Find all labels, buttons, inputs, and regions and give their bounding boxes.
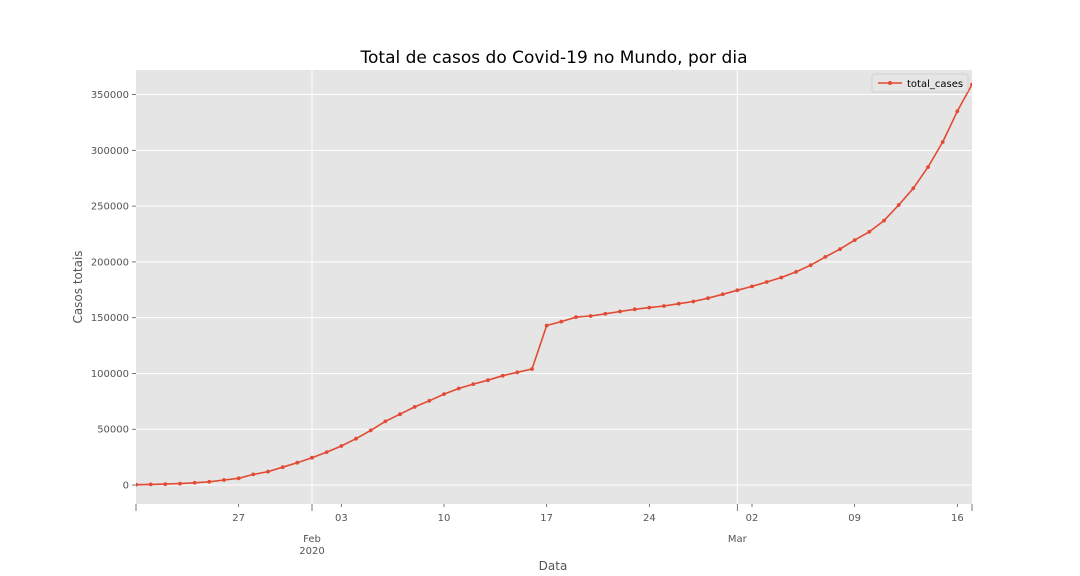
data-point: [266, 469, 270, 474]
data-point: [383, 419, 388, 424]
data-point: [442, 392, 446, 396]
legend: total_cases: [871, 73, 969, 93]
data-point: [662, 304, 666, 308]
data-point: [544, 323, 549, 328]
data-point: [324, 450, 329, 454]
data-point: [148, 482, 153, 487]
y-tick-label: 150000: [91, 313, 129, 324]
data-point: [222, 478, 226, 482]
data-point: [251, 472, 256, 477]
x-tick-label: 10: [438, 513, 451, 524]
x-tick-label: 09: [848, 513, 861, 524]
data-point: [207, 479, 212, 484]
x-tick-label: 03: [335, 513, 348, 524]
data-point: [456, 386, 461, 391]
data-point: [676, 301, 681, 306]
y-tick-label: 250000: [91, 202, 129, 213]
data-point: [720, 292, 725, 297]
data-point: [339, 444, 344, 448]
legend-entry: total_cases: [907, 79, 963, 90]
x-tick-label: 27: [232, 513, 245, 524]
data-point: [354, 436, 358, 441]
data-point: [236, 476, 241, 481]
plot-background: [136, 70, 972, 504]
data-point: [706, 296, 710, 301]
legend-box: [871, 73, 969, 93]
data-point: [970, 82, 972, 87]
data-point: [750, 284, 754, 289]
x-tick-label: 16: [951, 513, 964, 524]
x-major-tick-sublabel: 2020: [299, 546, 324, 557]
data-point: [823, 255, 828, 259]
data-point: [940, 140, 945, 144]
y-axis-label: Casos totais: [71, 250, 85, 323]
data-point: [764, 280, 769, 284]
data-point: [163, 482, 168, 486]
data-point: [632, 307, 637, 312]
data-point: [603, 311, 608, 316]
y-tick-label: 350000: [91, 90, 129, 101]
y-axis: 0 50000 100000 150000 200000 250000 300000 3500…: [91, 90, 136, 492]
plot-area: [136, 82, 972, 487]
data-point: [852, 238, 857, 243]
data-point: [280, 465, 285, 470]
data-point: [779, 275, 784, 280]
data-point: [882, 218, 886, 223]
series-line: [136, 84, 972, 486]
data-point: [618, 309, 622, 314]
data-point: [735, 288, 740, 293]
y-tick-label: 200000: [91, 257, 129, 268]
grid: [136, 70, 972, 504]
y-tick-label: 300000: [91, 146, 129, 157]
series-total-cases: [136, 82, 972, 487]
data-point: [412, 405, 417, 409]
data-point: [808, 263, 813, 268]
data-point: [530, 367, 534, 371]
x-major-tick-label: Mar: [728, 534, 748, 545]
data-point: [178, 481, 182, 486]
data-point: [911, 186, 916, 191]
data-point: [398, 412, 402, 417]
data-point: [867, 229, 872, 234]
data-point: [427, 398, 432, 403]
data-point: [896, 203, 901, 207]
data-point: [368, 428, 373, 433]
data-point: [691, 299, 696, 304]
data-point: [310, 455, 314, 460]
data-point: [559, 319, 564, 324]
data-point: [588, 314, 593, 318]
y-tick-label: 50000: [97, 425, 129, 436]
legend-marker: [888, 81, 892, 85]
x-major-tick-label: Feb: [303, 534, 321, 545]
data-point: [955, 109, 960, 114]
data-point: [136, 482, 138, 487]
data-point: [515, 370, 520, 375]
x-tick-label: 24: [643, 513, 656, 524]
data-point: [926, 165, 930, 170]
data-point: [192, 480, 197, 485]
data-point: [838, 247, 842, 252]
data-point: [794, 270, 798, 274]
y-tick-label: 100000: [91, 369, 129, 380]
chart-title: Total de casos do Covid-19 no Mundo, por…: [360, 48, 748, 68]
x-axis-label: Data: [539, 559, 568, 573]
y-tick-label: 0: [123, 481, 129, 492]
data-point: [647, 305, 652, 310]
data-point: [486, 378, 490, 383]
x-tick-label: 17: [540, 513, 553, 524]
x-tick-label: 02: [746, 513, 759, 524]
data-point: [295, 460, 300, 465]
data-point: [574, 315, 578, 319]
data-point: [471, 382, 476, 386]
data-point: [500, 373, 505, 378]
